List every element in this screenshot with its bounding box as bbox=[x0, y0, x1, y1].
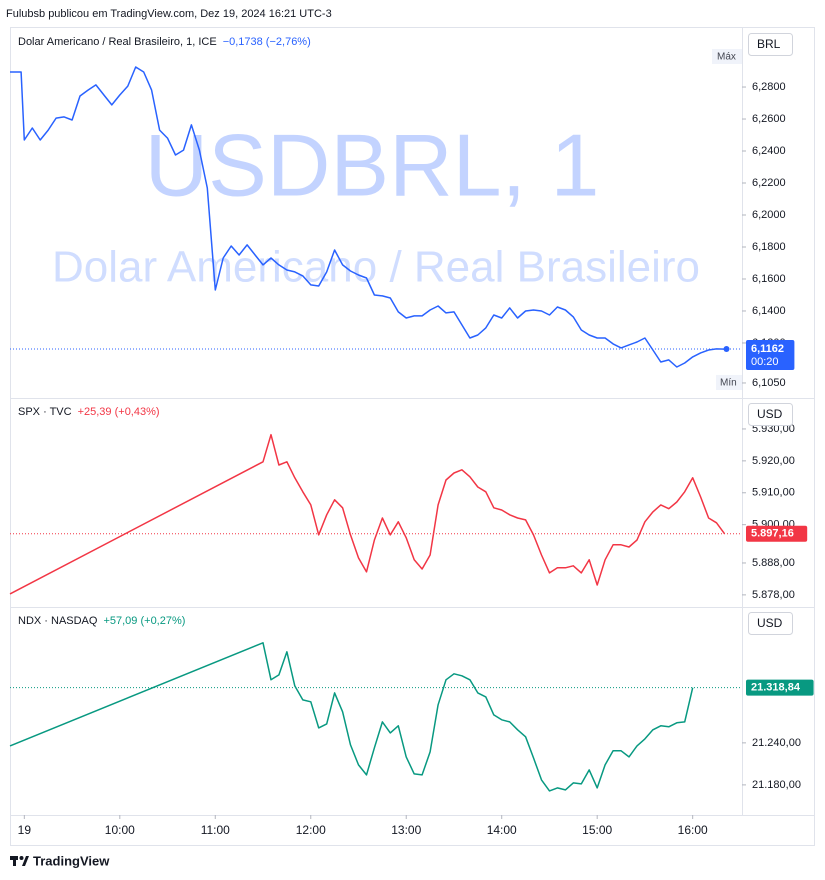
max-label: Máx bbox=[717, 52, 736, 63]
y-tick-label: 6,2600 bbox=[752, 113, 786, 125]
x-tick-label: 12:00 bbox=[296, 823, 326, 837]
y-tick-label: 6,1400 bbox=[752, 305, 786, 317]
logo-part bbox=[13, 856, 16, 866]
x-tick-label: 19 bbox=[18, 823, 32, 837]
last-price-box bbox=[746, 340, 795, 371]
last-price-box bbox=[746, 525, 808, 542]
currency-box bbox=[748, 612, 793, 635]
max-box bbox=[712, 49, 742, 64]
y-tick-label: 21.240,00 bbox=[752, 737, 801, 749]
min-label: Mín bbox=[720, 378, 737, 389]
symbol-title: Dolar Americano / Real Brasileiro, 1, IC… bbox=[18, 36, 217, 48]
symbol-title: SPX · TVC bbox=[18, 406, 72, 418]
y-tick-label: 5.910,00 bbox=[752, 487, 795, 499]
logo-part bbox=[22, 856, 29, 866]
last-price-box bbox=[746, 679, 814, 696]
change: −0,1738 (−2,76%) bbox=[223, 36, 311, 48]
x-tick-label: 16:00 bbox=[678, 823, 708, 837]
y-tick-label: 5.878,00 bbox=[752, 589, 795, 601]
last-price-label: 6,1162 bbox=[751, 343, 784, 355]
frame bbox=[10, 27, 815, 846]
symbol-title: NDX · NASDAQ bbox=[18, 615, 98, 627]
y-tick-label: 6,2000 bbox=[752, 209, 786, 221]
price-line bbox=[9, 642, 694, 792]
x-tick-label: 15:00 bbox=[582, 823, 612, 837]
y-tick-label: 21.180,00 bbox=[752, 779, 801, 791]
currency-label: USD bbox=[757, 616, 783, 630]
watermark: USDBRL, 1 bbox=[145, 115, 600, 214]
currency-label: USD bbox=[757, 407, 783, 421]
min-box bbox=[716, 374, 742, 390]
x-tick-label: 14:00 bbox=[487, 823, 517, 837]
currency-label: BRL bbox=[757, 37, 781, 51]
y-tick-label: 5.920,00 bbox=[752, 455, 795, 467]
price-line bbox=[10, 66, 725, 368]
y-tick-label: 6,1800 bbox=[752, 241, 786, 253]
countdown: 00:20 bbox=[751, 356, 779, 368]
pane-title: SPX · TVC +25,39 (+0,43%) bbox=[18, 406, 160, 418]
change: +25,39 (+0,43%) bbox=[78, 406, 160, 418]
last-price-label: 21.318,84 bbox=[751, 682, 801, 694]
footer-logo bbox=[10, 856, 29, 866]
footer: TradingView bbox=[33, 853, 110, 868]
y-tick-label: 6,2400 bbox=[752, 145, 786, 157]
watermark-subtitle: Dolar Americano / Real Brasileiro bbox=[52, 243, 700, 292]
pane-title: Dolar Americano / Real Brasileiro, 1, IC… bbox=[18, 36, 311, 48]
x-tick-label: 10:00 bbox=[105, 823, 135, 837]
min-value-label: 6,1050 bbox=[752, 377, 786, 389]
pane-title: NDX · NASDAQ +57,09 (+0,27%) bbox=[18, 615, 185, 627]
price-line bbox=[9, 433, 726, 595]
y-tick-label: 6,1600 bbox=[752, 273, 786, 285]
currency-box bbox=[748, 33, 793, 56]
x-tick-label: 13:00 bbox=[391, 823, 421, 837]
y-tick-label: 6,2800 bbox=[752, 81, 786, 93]
x-tick-label: 11:00 bbox=[201, 823, 230, 837]
last-price-label: 5.897,16 bbox=[751, 528, 794, 540]
y-tick-label: 5.888,00 bbox=[752, 557, 795, 569]
change: +57,09 (+0,27%) bbox=[103, 615, 185, 627]
logo-part bbox=[19, 856, 24, 860]
header: Fulubsb publicou em TradingView.com, Dez… bbox=[6, 8, 332, 20]
last-point bbox=[723, 346, 730, 353]
y-tick-label: 6,2200 bbox=[752, 177, 786, 189]
currency-box bbox=[748, 403, 793, 426]
